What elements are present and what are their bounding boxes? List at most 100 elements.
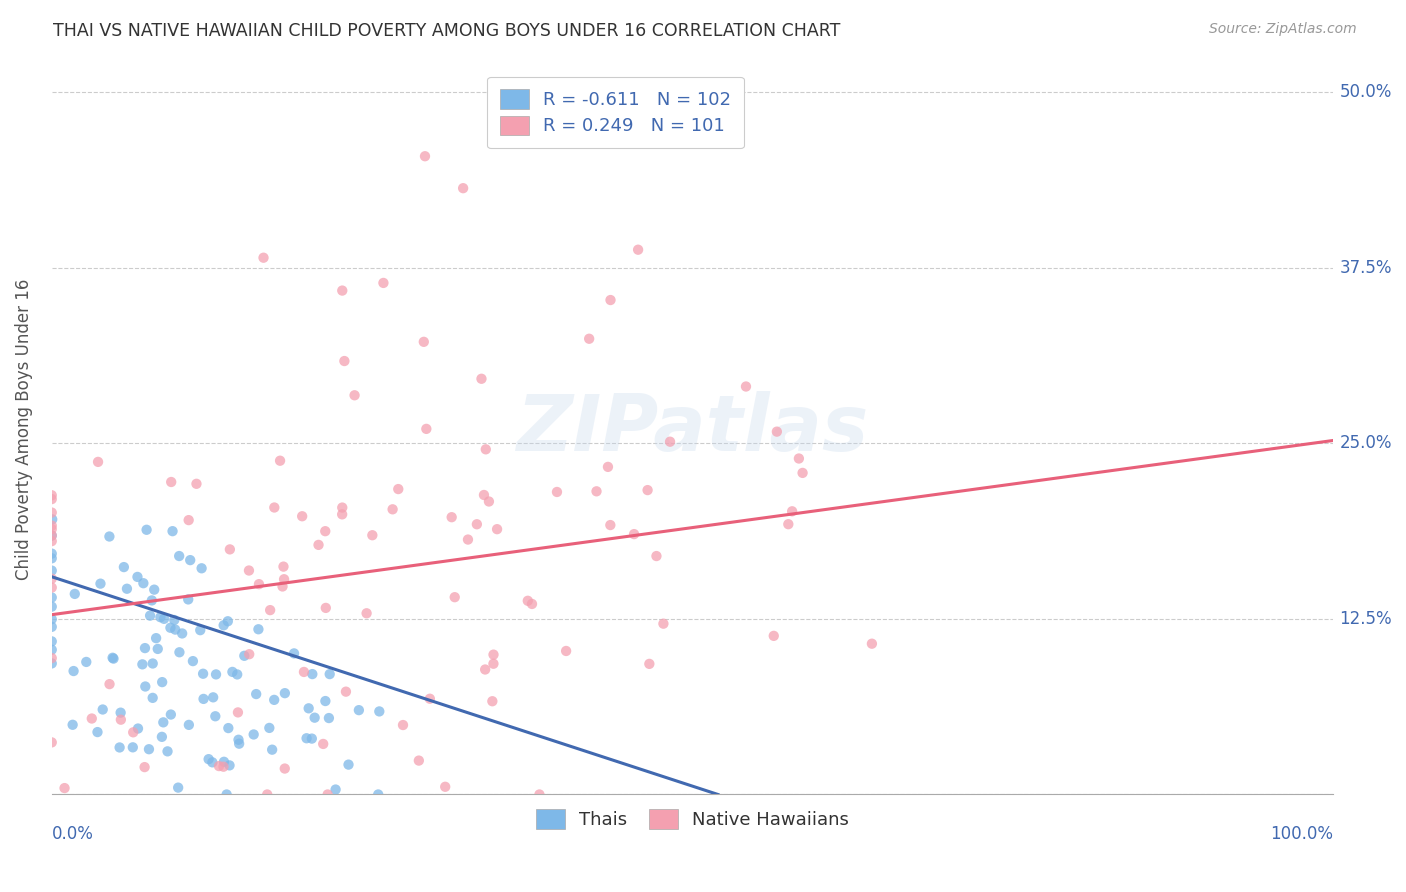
Point	[238, 564, 260, 578]
Point	[138, 742, 160, 756]
Point	[337, 757, 360, 772]
Point	[41, 612, 63, 626]
Point	[247, 577, 270, 591]
Point	[215, 788, 238, 802]
Point	[204, 709, 226, 723]
Point	[238, 647, 260, 661]
Point	[41, 591, 63, 605]
Point	[179, 553, 201, 567]
Point	[41, 512, 63, 526]
Point	[135, 523, 157, 537]
Point	[392, 718, 415, 732]
Point	[131, 657, 153, 672]
Point	[41, 522, 63, 536]
Point	[228, 732, 250, 747]
Point	[150, 730, 173, 744]
Point	[295, 731, 318, 746]
Point	[247, 622, 270, 636]
Point	[478, 494, 501, 508]
Point	[122, 725, 145, 739]
Point	[638, 657, 661, 671]
Point	[585, 484, 607, 499]
Point	[242, 727, 264, 741]
Point	[205, 667, 228, 681]
Point	[156, 744, 179, 758]
Point	[217, 614, 239, 628]
Legend: Thais, Native Hawaiians: Thais, Native Hawaiians	[529, 802, 856, 837]
Point	[62, 718, 84, 732]
Point	[481, 694, 503, 708]
Point	[160, 475, 183, 489]
Point	[482, 657, 505, 671]
Point	[212, 760, 235, 774]
Point	[41, 492, 63, 507]
Point	[98, 677, 121, 691]
Point	[172, 626, 194, 640]
Point	[41, 642, 63, 657]
Point	[89, 576, 111, 591]
Text: 12.5%: 12.5%	[1340, 610, 1392, 628]
Point	[314, 694, 336, 708]
Point	[91, 702, 114, 716]
Point	[188, 623, 211, 637]
Point	[201, 756, 224, 770]
Point	[645, 549, 668, 563]
Point	[274, 686, 297, 700]
Point	[470, 372, 492, 386]
Point	[142, 690, 165, 705]
Point	[41, 735, 63, 749]
Point	[298, 701, 321, 715]
Point	[41, 488, 63, 502]
Point	[623, 527, 645, 541]
Point	[314, 524, 336, 539]
Point	[181, 654, 204, 668]
Point	[318, 711, 340, 725]
Point	[127, 722, 149, 736]
Point	[762, 629, 785, 643]
Point	[143, 582, 166, 597]
Point	[283, 647, 305, 661]
Point	[112, 560, 135, 574]
Point	[368, 705, 391, 719]
Point	[190, 561, 212, 575]
Point	[412, 334, 434, 349]
Point	[387, 482, 409, 496]
Point	[41, 651, 63, 665]
Point	[110, 706, 132, 720]
Text: Source: ZipAtlas.com: Source: ZipAtlas.com	[1209, 22, 1357, 37]
Point	[160, 707, 183, 722]
Point	[212, 618, 235, 632]
Point	[373, 276, 395, 290]
Point	[262, 742, 284, 756]
Point	[778, 517, 800, 532]
Point	[413, 149, 436, 163]
Point	[325, 782, 347, 797]
Point	[252, 251, 274, 265]
Point	[98, 529, 121, 543]
Point	[263, 693, 285, 707]
Point	[41, 506, 63, 520]
Point	[330, 500, 353, 515]
Point	[145, 631, 167, 645]
Text: 37.5%: 37.5%	[1340, 259, 1392, 277]
Point	[482, 648, 505, 662]
Point	[150, 675, 173, 690]
Point	[41, 572, 63, 586]
Point	[652, 616, 675, 631]
Point	[139, 608, 162, 623]
Point	[516, 594, 538, 608]
Point	[217, 721, 239, 735]
Point	[273, 572, 295, 586]
Point	[86, 725, 108, 739]
Point	[115, 582, 138, 596]
Point	[162, 524, 184, 538]
Point	[132, 576, 155, 591]
Point	[443, 590, 465, 604]
Point	[134, 641, 156, 656]
Point	[474, 663, 496, 677]
Point	[149, 610, 172, 624]
Point	[177, 592, 200, 607]
Point	[134, 760, 156, 774]
Point	[245, 687, 267, 701]
Point	[596, 459, 619, 474]
